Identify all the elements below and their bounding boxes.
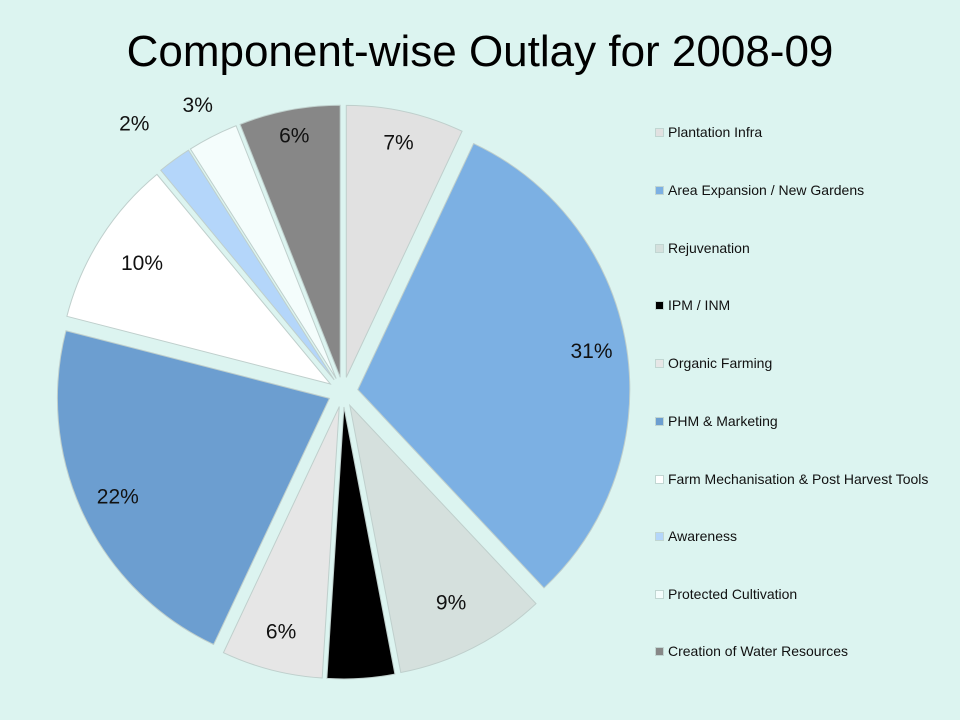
pie-slice-3 — [348, 403, 537, 674]
legend-swatch — [655, 647, 664, 656]
pie-slice-4 — [326, 406, 396, 680]
legend-item: Farm Mechanisation & Post Harvest Tools — [655, 471, 946, 488]
pie-slice-6 — [56, 330, 331, 646]
legend-item: Awareness — [655, 528, 946, 545]
pie-slice-8 — [160, 149, 335, 381]
legend-item: Organic Farming — [655, 355, 946, 372]
legend-item: Plantation Infra — [655, 124, 946, 141]
legend-swatch — [655, 590, 664, 599]
legend-swatch — [655, 417, 664, 426]
legend-item: PHM & Marketing — [655, 413, 946, 430]
legend-swatch — [655, 532, 664, 541]
slice-value-label: 6% — [266, 621, 296, 644]
legend-swatch — [655, 244, 664, 253]
chart-title: Component-wise Outlay for 2008-09 — [126, 27, 834, 76]
legend-item: IPM / INM — [655, 297, 946, 314]
legend-item: Rejuvenation — [655, 240, 946, 257]
legend-label: Rejuvenation — [668, 240, 750, 256]
legend-label: Creation of Water Resources — [668, 643, 848, 659]
pie-slice-2 — [357, 142, 631, 589]
pie-slice-5 — [222, 406, 340, 679]
legend-label: Organic Farming — [668, 355, 773, 371]
pie-slice-10 — [239, 104, 341, 378]
legend-label: Awareness — [668, 528, 738, 544]
legend-label: Protected Cultivation — [668, 586, 798, 602]
legend-label: IPM / INM — [668, 297, 731, 313]
slice-value-label: 9% — [436, 592, 466, 615]
pie-slice-1 — [345, 104, 463, 378]
legend-label: Area Expansion / New Gardens — [668, 182, 865, 198]
slice-value-label: 6% — [279, 124, 309, 147]
slice-value-label: 22% — [97, 486, 139, 509]
slice-value-label: 2% — [119, 112, 149, 135]
legend-swatch — [655, 301, 664, 310]
slice-value-label: 3% — [183, 94, 213, 117]
slice-value-label: 31% — [570, 340, 612, 363]
pie-slice-9 — [189, 125, 337, 379]
legend-label: Farm Mechanisation & Post Harvest Tools — [668, 471, 929, 487]
slice-value-label: 7% — [383, 131, 413, 154]
legend-label: PHM & Marketing — [668, 413, 778, 429]
legend-item: Creation of Water Resources — [655, 643, 946, 660]
legend-swatch — [655, 128, 664, 137]
slice-value-label: 10% — [121, 252, 163, 275]
chart-legend: Plantation Infra Area Expansion / New Gar… — [655, 0, 956, 720]
legend-item: Protected Cultivation — [655, 586, 946, 603]
legend-item: Area Expansion / New Gardens — [655, 182, 946, 199]
legend-swatch — [655, 475, 664, 484]
legend-swatch — [655, 359, 664, 368]
legend-label: Plantation Infra — [668, 124, 763, 140]
pie-slice-7 — [66, 173, 332, 385]
legend-swatch — [655, 186, 664, 195]
